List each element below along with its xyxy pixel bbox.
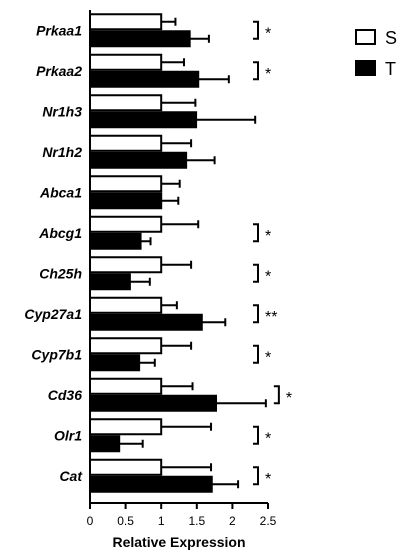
category-label-cat: Cat bbox=[59, 468, 83, 484]
category-label-abcg1: Abcg1 bbox=[38, 225, 82, 241]
bar-s-cat bbox=[89, 458, 163, 476]
bar-t-ch25h bbox=[89, 273, 131, 291]
category-label-prkaa1: Prkaa1 bbox=[36, 22, 82, 38]
x-tick-label-1: 1 bbox=[158, 514, 165, 528]
bar-s-olr1 bbox=[89, 418, 163, 436]
significance-label-cyp7b1: * bbox=[265, 349, 271, 366]
x-tick-label-0-5: 0.5 bbox=[117, 514, 134, 528]
bar-t-abca1 bbox=[89, 192, 163, 210]
significance-label-abcg1: * bbox=[265, 228, 271, 245]
significance-bracket-prkaa1 bbox=[253, 20, 259, 40]
significance-bracket-cat bbox=[253, 466, 259, 486]
bar-s-cyp27a1 bbox=[89, 296, 163, 314]
category-label-ch25h: Ch25h bbox=[39, 265, 82, 281]
legend-swatch-s bbox=[355, 29, 376, 45]
significance-bracket-abcg1 bbox=[253, 223, 259, 243]
legend-label-s: S bbox=[385, 28, 397, 48]
significance-label-prkaa1: * bbox=[265, 25, 271, 42]
bar-s-prkaa1 bbox=[89, 13, 163, 31]
category-label-nr1h3: Nr1h3 bbox=[42, 103, 82, 119]
bar-t-abcg1 bbox=[89, 232, 142, 250]
category-label-prkaa2: Prkaa2 bbox=[36, 63, 82, 79]
bar-t-cat bbox=[89, 475, 213, 493]
bar-s-nr1h2 bbox=[89, 134, 163, 152]
bar-t-prkaa1 bbox=[89, 30, 191, 48]
bar-s-cyp7b1 bbox=[89, 337, 163, 355]
axes-layer: 0 0.5 1 1.5 2 2.5 Relative Expression bbox=[87, 10, 277, 550]
significance-label-prkaa2: * bbox=[265, 66, 271, 83]
bar-s-prkaa2 bbox=[89, 53, 163, 71]
significance-bracket-cd36 bbox=[273, 385, 280, 405]
bar-s-abcg1 bbox=[89, 215, 163, 233]
labels-layer: Prkaa1 * Prkaa2 * Nr1h3 Nr1h2 Abca1 Abcg1 * Ch25h… bbox=[24, 20, 292, 488]
significance-label-olr1: * bbox=[265, 430, 271, 447]
category-label-abca1: Abca1 bbox=[39, 184, 82, 200]
significance-bracket-prkaa2 bbox=[253, 61, 259, 81]
legend-swatch-t bbox=[355, 60, 376, 76]
significance-bracket-cyp7b1 bbox=[253, 344, 259, 364]
x-axis-label: Relative Expression bbox=[112, 534, 245, 550]
category-label-olr1: Olr1 bbox=[54, 427, 82, 443]
bar-s-abca1 bbox=[89, 175, 163, 193]
category-label-nr1h2: Nr1h2 bbox=[42, 144, 82, 160]
category-label-cyp7b1: Cyp7b1 bbox=[31, 346, 82, 362]
significance-label-cyp27a1: ** bbox=[265, 309, 277, 326]
bars-layer bbox=[89, 13, 267, 493]
x-tick-label-2: 2 bbox=[229, 514, 236, 528]
bar-t-cyp7b1 bbox=[89, 354, 141, 372]
x-tick-label-0: 0 bbox=[87, 514, 94, 528]
category-label-cd36: Cd36 bbox=[48, 387, 82, 403]
bar-t-nr1h2 bbox=[89, 151, 188, 169]
category-label-cyp27a1: Cyp27a1 bbox=[24, 306, 82, 322]
legend-label-t: T bbox=[385, 59, 396, 79]
significance-label-cat: * bbox=[265, 471, 271, 488]
bar-s-nr1h3 bbox=[89, 94, 163, 112]
bar-t-prkaa2 bbox=[89, 70, 200, 88]
significance-bracket-ch25h bbox=[253, 263, 259, 283]
bar-t-olr1 bbox=[89, 435, 121, 453]
significance-bracket-olr1 bbox=[253, 425, 259, 445]
bar-t-cd36 bbox=[89, 394, 218, 412]
significance-bracket-cyp27a1 bbox=[253, 304, 259, 324]
x-tick-label-1-5: 1.5 bbox=[188, 514, 205, 528]
significance-label-ch25h: * bbox=[265, 268, 271, 285]
x-tick-label-2-5: 2.5 bbox=[260, 514, 277, 528]
bar-s-cd36 bbox=[89, 377, 163, 395]
bar-t-nr1h3 bbox=[89, 111, 198, 129]
significance-label-cd36: * bbox=[286, 390, 292, 407]
bar-t-cyp27a1 bbox=[89, 313, 203, 331]
legend: ST bbox=[355, 28, 397, 79]
bar-s-ch25h bbox=[89, 256, 163, 274]
